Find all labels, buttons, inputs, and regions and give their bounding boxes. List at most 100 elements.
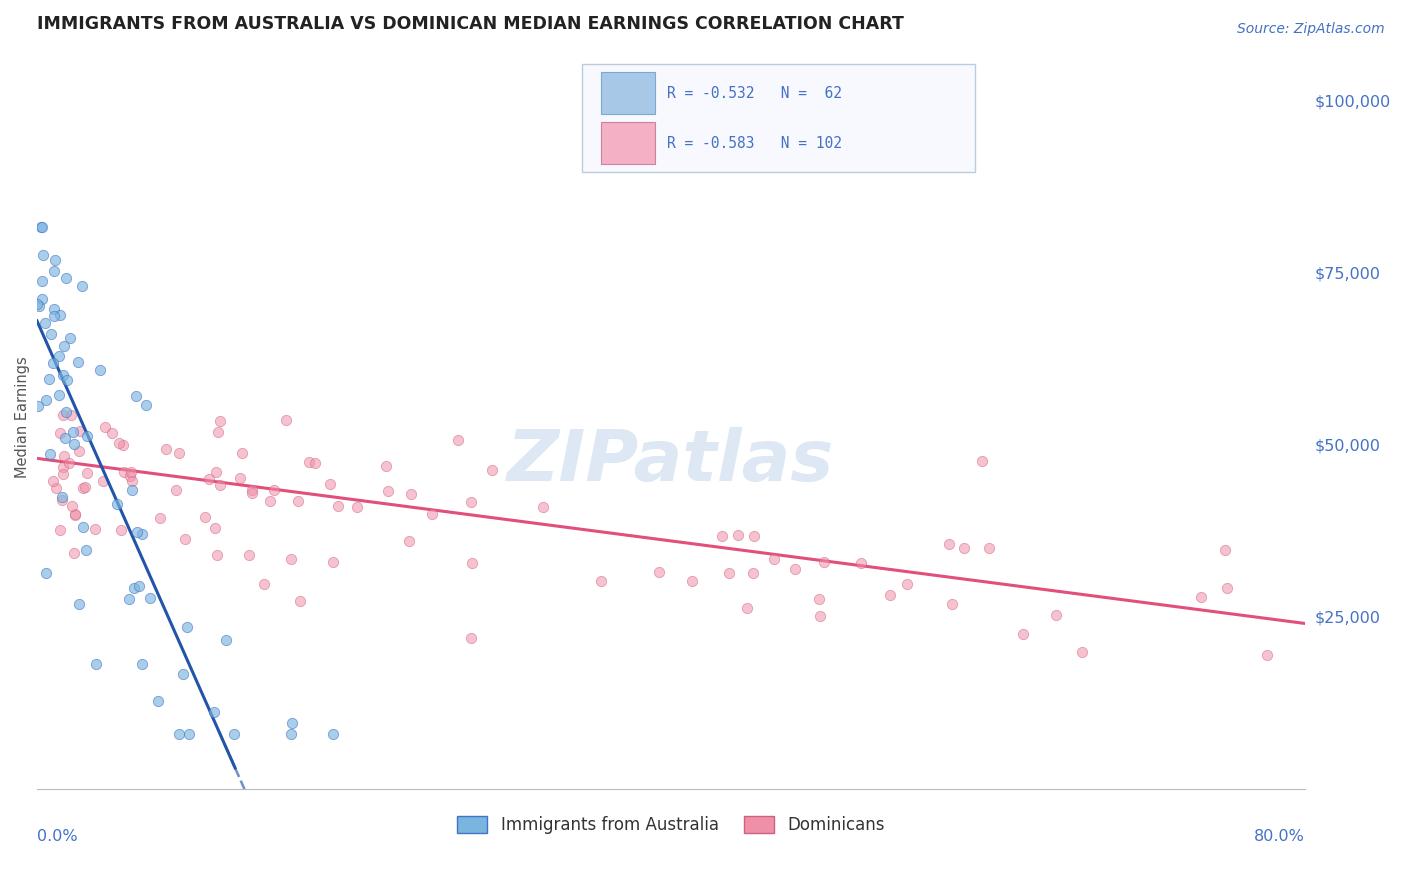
- Point: [375, 459, 398, 474]
- Y-axis label: Median Earnings: Median Earnings: [15, 356, 30, 478]
- FancyBboxPatch shape: [602, 72, 655, 114]
- Point: [710, 529, 733, 543]
- Point: [135, 398, 157, 412]
- Point: [174, 533, 197, 547]
- Point: [72, 520, 94, 534]
- Point: [1189, 590, 1212, 604]
- Point: [122, 582, 145, 596]
- Point: [120, 465, 142, 479]
- Point: [209, 478, 232, 492]
- Point: [762, 552, 785, 566]
- Point: [42, 309, 65, 323]
- Point: [481, 463, 503, 477]
- Point: [52, 449, 75, 463]
- Point: [953, 541, 976, 555]
- Text: Source: ZipAtlas.com: Source: ZipAtlas.com: [1237, 22, 1385, 37]
- Point: [34, 393, 56, 408]
- Point: [1216, 581, 1239, 595]
- Point: [377, 484, 399, 499]
- Point: [280, 726, 302, 740]
- Point: [39, 326, 62, 341]
- Point: [89, 363, 111, 377]
- Point: [879, 588, 901, 602]
- Point: [938, 537, 960, 551]
- Point: [48, 349, 70, 363]
- Point: [91, 474, 114, 488]
- Point: [52, 467, 75, 481]
- Point: [65, 507, 87, 521]
- Point: [744, 529, 766, 543]
- Point: [27, 297, 49, 311]
- Point: [238, 548, 260, 562]
- Point: [322, 555, 344, 569]
- Text: ZIPatlas: ZIPatlas: [508, 427, 835, 496]
- Point: [118, 591, 141, 606]
- Point: [1256, 648, 1278, 663]
- Point: [785, 562, 807, 576]
- Point: [727, 528, 749, 542]
- Point: [67, 444, 90, 458]
- Point: [240, 483, 263, 497]
- Point: [52, 460, 75, 475]
- Point: [124, 389, 146, 403]
- Point: [58, 456, 80, 470]
- Point: [44, 253, 66, 268]
- Point: [84, 657, 107, 671]
- Point: [149, 511, 172, 525]
- Point: [231, 446, 253, 460]
- Point: [741, 566, 763, 580]
- Point: [125, 524, 148, 539]
- Point: [56, 373, 79, 387]
- Point: [287, 494, 309, 508]
- Point: [207, 425, 229, 439]
- Point: [326, 500, 349, 514]
- Point: [280, 552, 302, 566]
- Point: [808, 591, 831, 606]
- Point: [128, 579, 150, 593]
- Point: [27, 399, 49, 413]
- Point: [304, 456, 326, 470]
- Text: 0.0%: 0.0%: [37, 830, 77, 845]
- Point: [589, 574, 612, 588]
- Point: [72, 481, 94, 495]
- Point: [148, 694, 170, 708]
- Point: [52, 408, 75, 422]
- Point: [131, 657, 153, 672]
- Text: R = -0.583   N = 102: R = -0.583 N = 102: [668, 136, 842, 151]
- Point: [53, 338, 76, 352]
- Point: [73, 480, 96, 494]
- Point: [274, 413, 297, 427]
- Text: IMMIGRANTS FROM AUSTRALIA VS DOMINICAN MEDIAN EARNINGS CORRELATION CHART: IMMIGRANTS FROM AUSTRALIA VS DOMINICAN M…: [37, 15, 904, 33]
- Point: [1071, 645, 1094, 659]
- Point: [179, 726, 201, 740]
- Point: [59, 331, 82, 345]
- Point: [49, 425, 72, 440]
- Point: [111, 438, 134, 452]
- Point: [105, 497, 128, 511]
- Point: [979, 541, 1001, 555]
- Point: [1213, 543, 1236, 558]
- Point: [167, 726, 190, 740]
- Point: [460, 495, 482, 509]
- Point: [45, 482, 67, 496]
- Point: [460, 632, 482, 646]
- Point: [205, 466, 228, 480]
- Point: [32, 247, 55, 261]
- Point: [66, 355, 89, 369]
- Point: [35, 566, 58, 581]
- Point: [31, 292, 53, 306]
- FancyBboxPatch shape: [602, 122, 655, 164]
- FancyBboxPatch shape: [582, 64, 976, 172]
- Point: [83, 522, 105, 536]
- Point: [28, 299, 51, 313]
- Point: [69, 424, 91, 438]
- Point: [55, 270, 77, 285]
- Point: [76, 429, 98, 443]
- Point: [813, 555, 835, 569]
- Point: [94, 420, 117, 434]
- Point: [67, 597, 90, 611]
- Point: [60, 499, 83, 513]
- Point: [263, 483, 285, 497]
- Point: [240, 485, 263, 500]
- Point: [681, 574, 703, 588]
